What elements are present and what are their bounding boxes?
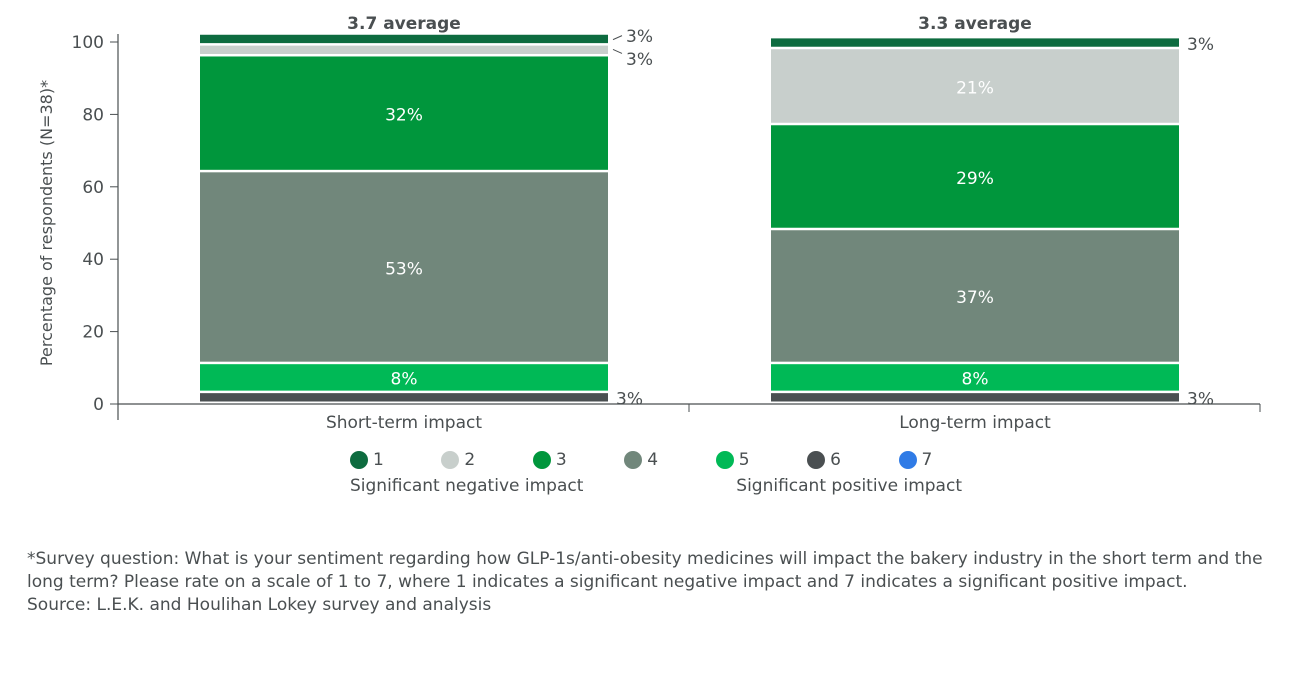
legend: 1 2 3 4 5 6 7 Significant negative impact Sign… [350, 450, 990, 496]
legend-item-3: 3 [532, 450, 624, 470]
data-label: 37% [956, 288, 994, 308]
legend-swatch [350, 451, 368, 469]
bar-segment-4 [771, 230, 1179, 362]
legend-high-label: Significant positive impact [736, 476, 962, 496]
legend-label: 4 [647, 450, 659, 470]
data-label: 3% [1187, 35, 1214, 55]
y-tick-label: 80 [82, 105, 104, 125]
data-label: 3% [1187, 390, 1214, 410]
bar-segment-3 [200, 56, 608, 170]
y-tick-label: 40 [82, 250, 104, 270]
legend-label: 6 [830, 450, 841, 470]
legend-label: 5 [738, 450, 750, 470]
data-label: 8% [962, 370, 989, 390]
source: Source: L.E.K. and Houlihan Lokey survey… [27, 595, 492, 615]
footnote: *Survey question: What is your sentiment… [27, 548, 1277, 617]
data-label: 21% [956, 78, 994, 98]
bar-segment-5 [200, 364, 608, 391]
data-label: 3% [626, 50, 653, 70]
legend-swatch [624, 451, 643, 469]
average-label: 3.7 average [347, 14, 461, 34]
leader-line [612, 49, 623, 54]
legend-label: 7 [921, 450, 933, 470]
leader-line [612, 35, 623, 41]
bar-segment-3 [771, 125, 1179, 228]
legend-label: 3 [555, 450, 567, 470]
legend-item-4: 4 [624, 450, 715, 470]
bar-segment-1 [200, 34, 608, 44]
data-label: 29% [956, 169, 994, 189]
legend-swatch [441, 451, 460, 469]
legend-label: 2 [464, 450, 476, 470]
data-label: 8% [391, 370, 418, 390]
y-tick-label: 60 [82, 178, 104, 198]
data-label: 32% [385, 105, 423, 125]
y-tick-label: 100 [72, 33, 104, 53]
legend-item-6: 6 [807, 450, 898, 470]
bar-segment-6 [200, 393, 608, 402]
y-tick-label: 20 [82, 323, 104, 343]
bar-segment-6 [771, 393, 1179, 402]
legend-item-1: 1 [350, 450, 441, 470]
x-tick-label: Long-term impact [899, 413, 1051, 433]
x-tick-label: Short-term impact [326, 413, 482, 433]
legend-label: 1 [373, 450, 384, 470]
data-label: 3% [626, 27, 653, 47]
legend-item-7: 7 [898, 450, 990, 470]
data-label: 53% [385, 259, 423, 279]
bar-segment-2 [771, 49, 1179, 123]
survey-question: *Survey question: What is your sentiment… [27, 549, 1263, 592]
legend-swatch [807, 451, 826, 469]
legend-swatch [898, 451, 917, 469]
legend-item-2: 2 [441, 450, 532, 470]
bar-segment-1 [771, 38, 1179, 47]
y-tick-label: 0 [93, 395, 104, 415]
average-label: 3.3 average [918, 14, 1032, 34]
legend-item-5: 5 [715, 450, 807, 470]
y-axis-label: Percentage of respondents (N=38)* [37, 80, 56, 366]
data-label: 3% [616, 390, 643, 410]
legend-swatch [532, 451, 551, 469]
legend-low-label: Significant negative impact [350, 476, 584, 496]
bar-segment-2 [200, 45, 608, 54]
stacked-bar-chart: 0 20 40 60 80 100 Percentage of respondents (N… [37, 14, 1261, 433]
bar-segment-5 [771, 364, 1179, 391]
bar-segment-4 [200, 172, 608, 362]
legend-swatch [715, 451, 734, 469]
